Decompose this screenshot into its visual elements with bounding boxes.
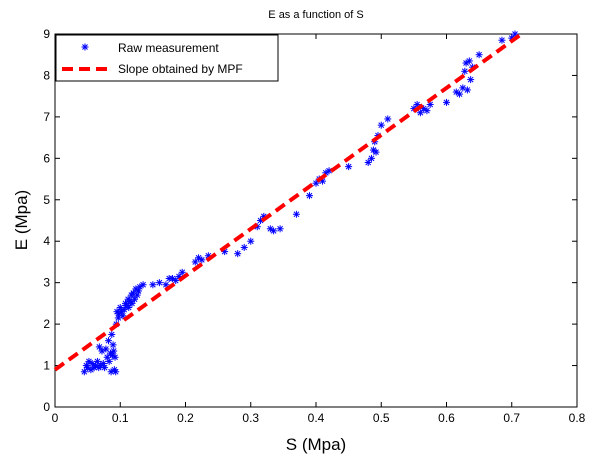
data-point — [498, 36, 506, 44]
data-point — [364, 158, 372, 166]
x-axis-title: S (Mpa) — [286, 435, 346, 454]
data-point — [105, 337, 113, 345]
data-point — [178, 268, 186, 276]
x-tick-label: 0 — [52, 411, 59, 425]
data-point — [456, 90, 464, 98]
x-tick-label: 0.6 — [438, 411, 455, 425]
y-tick-label: 3 — [43, 276, 50, 290]
y-tick-label: 4 — [43, 234, 50, 248]
x-axis: 0 0.1 0.2 0.3 0.4 0.5 0.6 0.7 0.8 — [52, 34, 586, 425]
x-tick-label: 0.5 — [373, 411, 390, 425]
x-tick-label: 0.8 — [569, 411, 586, 425]
data-point — [128, 299, 136, 307]
legend-label-mpf: Slope obtained by MPF — [118, 62, 243, 76]
legend-marker-raw — [81, 43, 89, 51]
y-tick-label: 7 — [43, 110, 50, 124]
data-point — [108, 330, 116, 338]
data-point — [253, 223, 261, 231]
legend-box — [55, 34, 279, 82]
data-point — [111, 353, 119, 361]
x-tick-label: 0.3 — [242, 411, 259, 425]
data-point — [105, 357, 113, 365]
y-axis: 0 1 2 3 4 5 6 7 8 9 — [43, 27, 577, 414]
y-tick-label: 2 — [43, 317, 50, 331]
data-point — [198, 256, 206, 264]
data-point — [109, 341, 117, 349]
data-point — [443, 98, 450, 106]
data-point — [345, 163, 353, 171]
y-axis-title: E (Mpa) — [12, 190, 31, 250]
data-point — [305, 192, 313, 200]
data-point — [467, 76, 475, 84]
data-point — [155, 279, 163, 287]
legend-marker-glyph — [81, 43, 89, 51]
data-point — [95, 343, 103, 351]
data-point — [367, 154, 375, 162]
x-tick-label: 0.1 — [112, 411, 129, 425]
data-point — [377, 121, 385, 129]
data-point — [102, 345, 110, 353]
data-point — [80, 368, 88, 376]
y-tick-label: 1 — [43, 359, 50, 373]
series-layer — [53, 30, 523, 376]
legend-label-raw: Raw measurement — [118, 41, 219, 55]
data-point — [191, 258, 199, 266]
data-point — [234, 250, 242, 258]
data-point — [423, 107, 431, 115]
data-point — [93, 357, 101, 365]
data-point — [372, 148, 380, 156]
data-point — [110, 347, 118, 355]
data-point — [240, 243, 248, 251]
data-point — [461, 67, 469, 75]
y-tick-label: 8 — [43, 68, 50, 82]
data-point — [139, 281, 147, 289]
data-point — [119, 312, 127, 320]
data-point — [465, 57, 473, 65]
data-point — [247, 237, 255, 245]
y-tick-label: 9 — [43, 27, 50, 41]
data-point — [149, 281, 157, 289]
data-point — [131, 295, 139, 303]
x-tick-label: 0.2 — [177, 411, 194, 425]
fit-line — [53, 32, 523, 372]
x-tick-label: 0.4 — [308, 411, 325, 425]
data-point — [416, 109, 424, 117]
data-point — [172, 277, 180, 285]
y-tick-label: 5 — [43, 193, 50, 207]
data-point — [475, 51, 483, 59]
data-point — [384, 115, 392, 123]
data-point — [276, 225, 284, 233]
legend: Raw measurement Slope obtained by MPF — [55, 34, 279, 82]
plot-area — [54, 33, 578, 408]
x-tick-label: 0.7 — [503, 411, 520, 425]
data-point — [270, 227, 278, 235]
y-tick-label: 6 — [43, 151, 50, 165]
data-point — [112, 368, 120, 376]
y-tick-label: 0 — [43, 400, 50, 414]
data-point — [463, 86, 471, 94]
chart-title: E as a function of S — [268, 9, 363, 21]
data-point — [125, 304, 133, 312]
data-point — [101, 364, 109, 372]
data-point — [292, 210, 300, 218]
